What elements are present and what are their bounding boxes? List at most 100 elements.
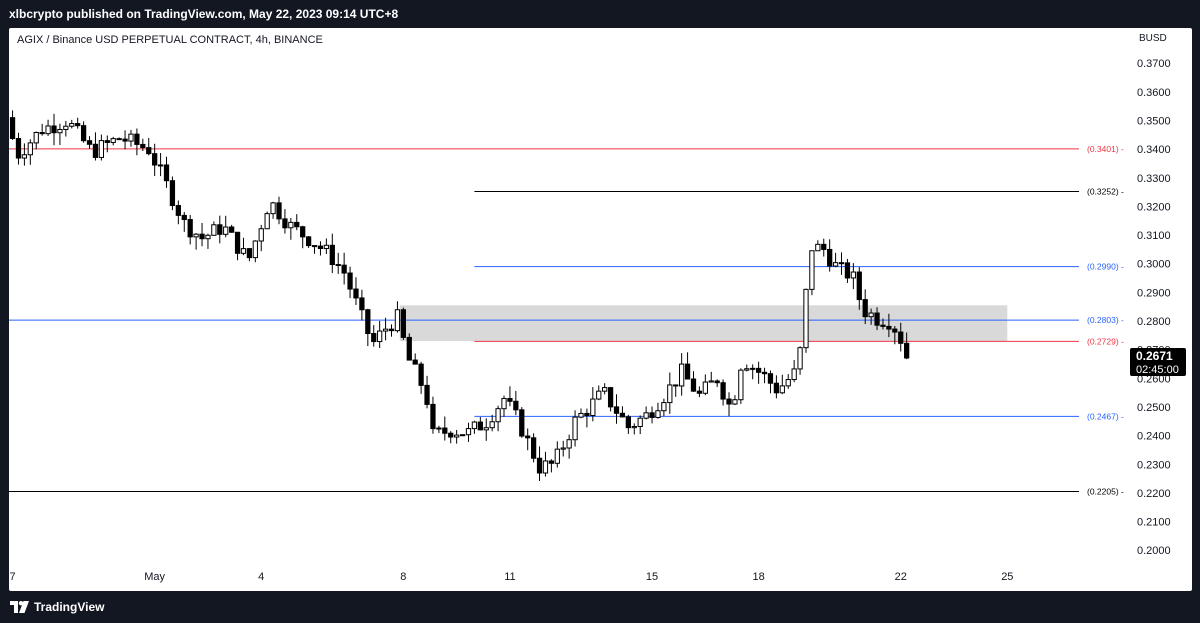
candle-up bbox=[465, 428, 472, 436]
candle-down bbox=[827, 248, 833, 267]
candle-down bbox=[525, 435, 531, 439]
candle-down bbox=[477, 421, 483, 431]
candle-down bbox=[9, 117, 16, 139]
candle-down bbox=[92, 143, 99, 158]
candle-up bbox=[832, 262, 839, 267]
y-tick-label: 0.2400 bbox=[1137, 431, 1171, 443]
candle-down bbox=[335, 264, 341, 267]
candle-down bbox=[649, 412, 655, 418]
candle-up bbox=[69, 123, 75, 127]
candle-up bbox=[193, 233, 199, 238]
candle-up bbox=[661, 402, 667, 412]
candle-down bbox=[442, 427, 448, 434]
candle-up bbox=[495, 408, 501, 423]
candle-up bbox=[631, 425, 637, 429]
candle-down bbox=[388, 328, 395, 332]
x-tick-label: 11 bbox=[504, 571, 515, 583]
candle-down bbox=[39, 132, 45, 135]
candle-down bbox=[519, 409, 525, 437]
level-label: (0.2729) - bbox=[1087, 336, 1124, 346]
candle-down bbox=[146, 147, 152, 155]
candle-up bbox=[258, 228, 264, 242]
last-price-countdown: 02:45:00 bbox=[1136, 364, 1179, 376]
level-label: (0.3252) - bbox=[1087, 187, 1124, 197]
candle-down bbox=[116, 138, 122, 141]
candle-up bbox=[791, 368, 797, 381]
candle-down bbox=[418, 363, 424, 386]
candle-down bbox=[690, 378, 697, 392]
candle-up bbox=[590, 398, 596, 417]
y-tick-label: 0.3600 bbox=[1137, 87, 1171, 99]
candle-down bbox=[276, 202, 282, 220]
candle-up bbox=[809, 250, 815, 290]
candle-down bbox=[163, 164, 170, 182]
candle-up bbox=[744, 368, 750, 371]
candle-down bbox=[300, 226, 306, 238]
candle-down bbox=[329, 244, 335, 266]
candle-down bbox=[536, 457, 543, 474]
y-tick-label: 0.3200 bbox=[1137, 201, 1171, 213]
candle-up bbox=[637, 417, 643, 427]
candle-down bbox=[880, 324, 886, 327]
candle-up bbox=[471, 421, 478, 430]
candle-down bbox=[720, 382, 726, 400]
candle-up bbox=[572, 416, 578, 441]
candle-up bbox=[157, 164, 164, 167]
candle-down bbox=[305, 236, 312, 247]
candle-down bbox=[761, 371, 768, 375]
x-tick-label: 22 bbox=[895, 571, 907, 583]
candle-up bbox=[785, 379, 791, 387]
y-tick-label: 0.3500 bbox=[1137, 115, 1171, 127]
y-tick-label: 0.3100 bbox=[1137, 230, 1171, 242]
candle-down bbox=[892, 328, 898, 333]
x-tick-label: May bbox=[144, 571, 165, 583]
candle-down bbox=[424, 384, 430, 405]
candle-down bbox=[371, 333, 377, 343]
candle-up bbox=[459, 434, 466, 437]
y-tick-label: 0.2800 bbox=[1137, 316, 1171, 328]
y-tick-label: 0.2100 bbox=[1137, 517, 1171, 529]
candle-up bbox=[732, 399, 738, 405]
candle-down bbox=[726, 398, 732, 405]
level-label: (0.2803) - bbox=[1087, 315, 1124, 325]
support-zone bbox=[399, 305, 1008, 342]
y-tick-label: 0.2200 bbox=[1137, 488, 1171, 500]
x-tick-label: 18 bbox=[752, 571, 764, 583]
candle-down bbox=[15, 137, 22, 159]
tradingview-brand[interactable]: TradingView bbox=[10, 600, 104, 614]
candle-down bbox=[365, 309, 371, 335]
candle-down bbox=[513, 400, 519, 411]
candle-down bbox=[844, 262, 851, 279]
candle-up bbox=[667, 384, 673, 404]
candle-down bbox=[773, 382, 780, 394]
candle-up bbox=[868, 312, 874, 318]
candlestick-chart[interactable]: AGIX / Binance USD PERPETUAL CONTRACT, 4… bbox=[9, 28, 1192, 591]
candle-up bbox=[679, 363, 685, 387]
candle-up bbox=[128, 133, 134, 142]
y-tick-label: 0.2300 bbox=[1137, 459, 1171, 471]
candle-down bbox=[507, 398, 513, 402]
candle-down bbox=[317, 245, 324, 250]
candle-down bbox=[122, 138, 128, 142]
candle-up bbox=[501, 398, 507, 410]
candle-up bbox=[270, 202, 276, 215]
footer-bar: TradingView bbox=[0, 591, 1200, 623]
candle-down bbox=[448, 432, 454, 438]
candle-up bbox=[98, 140, 105, 158]
candle-up bbox=[702, 381, 708, 394]
candle-down bbox=[347, 272, 353, 290]
candle-down bbox=[75, 123, 81, 127]
candle-up bbox=[815, 243, 821, 252]
chart-panel[interactable]: AGIX / Binance USD PERPETUAL CONTRACT, 4… bbox=[9, 28, 1192, 591]
candle-down bbox=[104, 140, 110, 143]
candle-up bbox=[578, 412, 584, 418]
candle-down bbox=[359, 297, 365, 311]
candle-up bbox=[394, 309, 401, 332]
candle-down bbox=[904, 342, 910, 359]
candle-up bbox=[211, 224, 217, 236]
x-tick-label: 8 bbox=[400, 571, 406, 583]
candle-up bbox=[57, 128, 63, 134]
candle-up bbox=[483, 427, 489, 431]
candle-up bbox=[377, 330, 383, 343]
candle-up bbox=[560, 447, 566, 450]
